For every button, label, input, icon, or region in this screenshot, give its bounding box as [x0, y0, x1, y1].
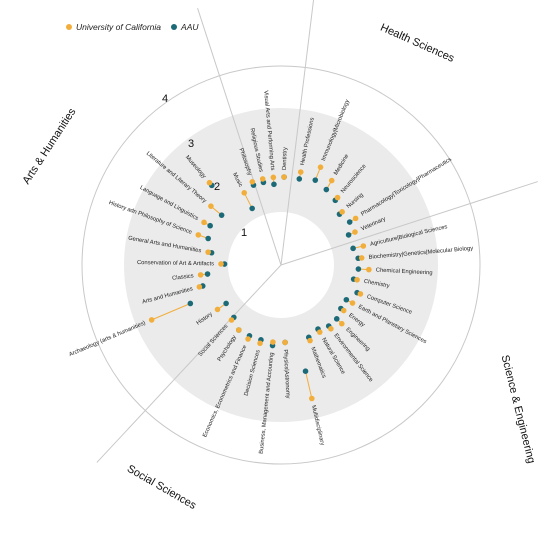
sector-divider — [280, 0, 315, 266]
aau-point — [302, 368, 309, 375]
uc-point — [340, 307, 347, 314]
category-label: Physics|Astronomy — [282, 349, 291, 399]
aau-point — [355, 266, 362, 272]
aau-point — [271, 181, 277, 188]
uc-point — [195, 232, 202, 238]
uc-point — [208, 203, 214, 209]
uc-point — [218, 261, 224, 267]
uc-point — [245, 336, 251, 342]
uc-point — [354, 276, 360, 283]
aau-point — [312, 177, 319, 183]
legend-entry-uc: University of California — [66, 22, 161, 32]
sector-divider — [96, 264, 282, 463]
uc-point — [349, 300, 356, 306]
aau-point — [218, 212, 225, 218]
uc-point — [197, 272, 204, 278]
group-label: Social Sciences — [125, 463, 199, 512]
uc-point — [357, 291, 364, 297]
uc-point — [205, 249, 211, 255]
ring-label: 1 — [241, 227, 247, 239]
legend-aau-label: AAU — [181, 22, 199, 32]
group-label: Science & Engineering — [499, 354, 538, 465]
aau-point — [333, 316, 340, 322]
category-label: Conservation of Art & Artifacts — [137, 260, 214, 267]
aau-point — [296, 176, 303, 182]
uc-point — [309, 395, 315, 402]
uc-point — [214, 306, 221, 313]
category-label: Chemistry — [363, 279, 390, 290]
uc-point — [282, 339, 288, 346]
ring-label: 2 — [214, 181, 220, 193]
uc-point — [352, 229, 358, 235]
aau-point — [223, 300, 229, 307]
uc-point — [201, 219, 207, 226]
uc-point — [328, 177, 335, 184]
aau-point — [350, 245, 356, 252]
uc-point — [206, 179, 213, 186]
ring-label: 4 — [162, 93, 168, 105]
category-label: Classics — [172, 273, 194, 282]
aau-point — [345, 232, 352, 238]
ring-labels: 1 2 3 4 — [162, 93, 247, 239]
legend-aau-dot — [171, 24, 178, 30]
uc-point — [316, 329, 323, 335]
uc-point — [259, 176, 266, 182]
aau-point — [249, 205, 255, 212]
uc-point — [307, 337, 313, 344]
uc-point — [196, 284, 203, 290]
legend: University of California AAU — [66, 22, 209, 32]
aau-point — [346, 219, 353, 225]
uc-point — [317, 164, 324, 170]
group-label: Arts & Humanities — [20, 106, 78, 187]
chart-background — [81, 0, 538, 465]
aau-point — [205, 235, 211, 242]
uc-point — [338, 320, 345, 327]
uc-point — [270, 339, 276, 345]
legend-entry-aau: AAU — [171, 22, 199, 32]
uc-point — [257, 340, 263, 347]
uc-point — [235, 327, 242, 333]
sector-divider — [197, 8, 282, 266]
uc-point — [328, 326, 334, 332]
uc-point — [148, 317, 155, 323]
connector-line — [243, 192, 253, 209]
uc-point — [249, 178, 256, 185]
uc-point — [358, 255, 365, 261]
uc-point — [352, 215, 359, 222]
category-label: Chemical Engineering — [376, 268, 433, 277]
aau-point — [207, 222, 213, 229]
uc-point — [334, 194, 341, 201]
aau-point — [323, 186, 330, 193]
sector-divider — [280, 181, 538, 266]
uc-point — [270, 174, 277, 181]
connector-line — [305, 371, 313, 399]
uc-point — [339, 209, 345, 215]
uc-point — [297, 169, 304, 175]
category-label: Dentistry — [282, 147, 289, 170]
uc-point — [241, 190, 248, 196]
uc-point — [366, 266, 372, 273]
ring-label: 3 — [188, 138, 194, 150]
legend-uc-label: University of California — [76, 22, 162, 32]
aau-point — [204, 271, 211, 277]
legend-uc-dot — [66, 24, 72, 30]
uc-point — [228, 317, 235, 323]
group-label: Health Sciences — [378, 22, 456, 65]
aau-point — [343, 296, 350, 303]
connector-line — [151, 303, 191, 321]
aau-point — [187, 300, 194, 307]
uc-point — [360, 243, 367, 249]
uc-point — [281, 174, 287, 180]
